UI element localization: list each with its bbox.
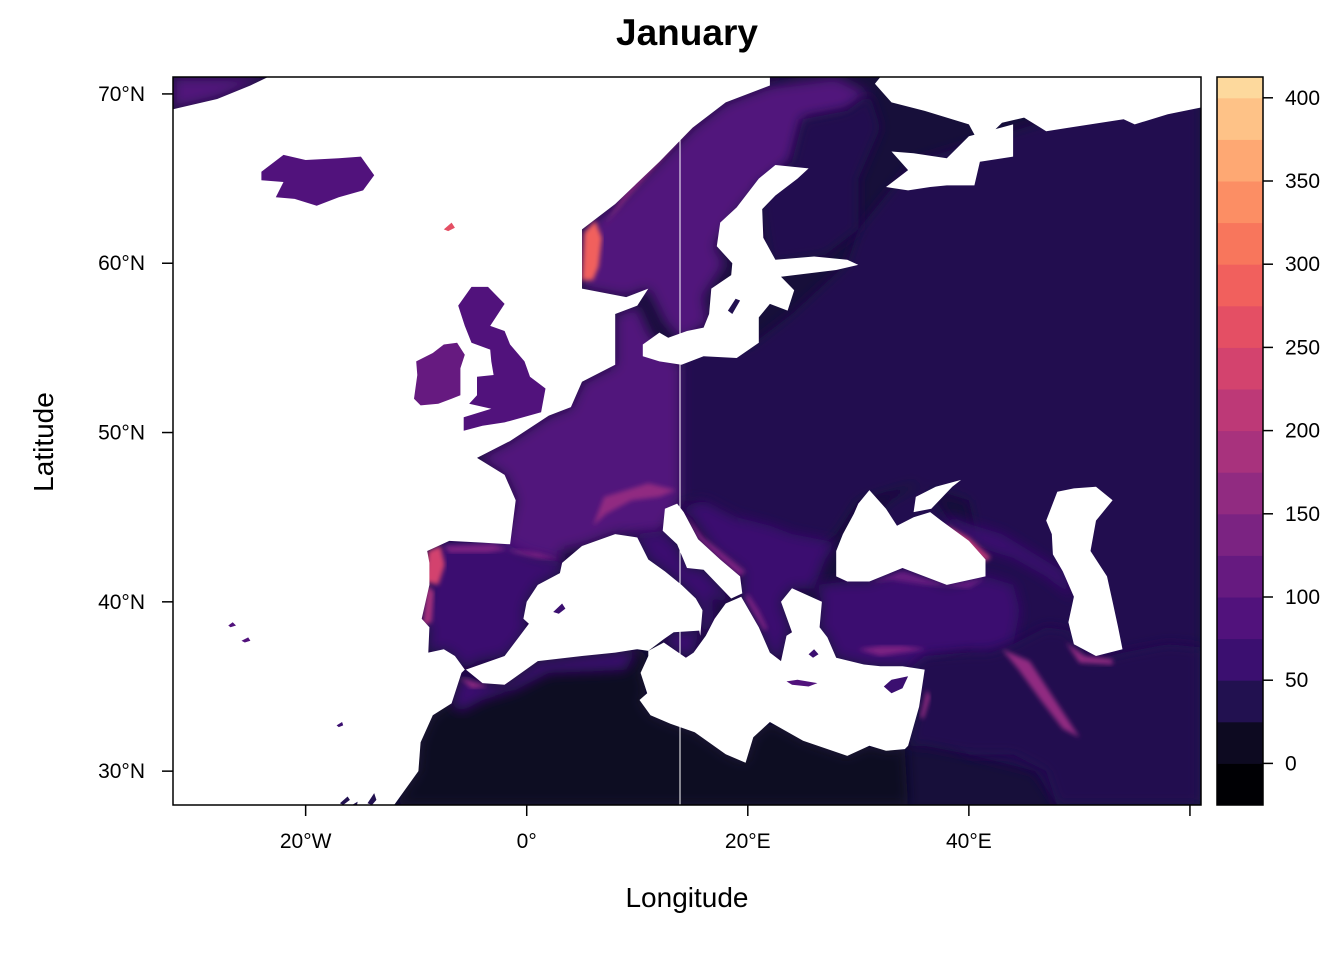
colorbar-bin: [1217, 181, 1263, 224]
colorbar-bin: [1217, 430, 1263, 473]
y-tick-label: 30°N: [98, 760, 145, 783]
y-tick-label: 50°N: [98, 422, 145, 445]
hotspot-atlas-rif: [460, 678, 488, 689]
hotspot-zagros: [1002, 649, 1080, 738]
region-scandinavia: [582, 77, 870, 342]
sea-caspian-sea: [1046, 486, 1123, 656]
x-tick-label: 0°: [517, 830, 537, 853]
sea-baltic-sea: [642, 165, 859, 365]
island-great-britain-island: [458, 286, 546, 431]
colorbar-bin: [1217, 513, 1263, 556]
colorbar-tick-label: 250: [1285, 336, 1320, 359]
sea-layer: [173, 77, 1201, 805]
island-layer: [228, 154, 909, 805]
sea-atlantic: [173, 77, 770, 805]
region-finland-karelia: [758, 93, 881, 264]
y-tick-label: 70°N: [98, 83, 145, 106]
island-aegean-islands: [808, 649, 819, 658]
sea-sea-of-azov: [913, 479, 962, 513]
colorbar-tick-label: 350: [1285, 170, 1320, 193]
colorbar-bin: [1217, 721, 1263, 764]
colorbar-bin: [1217, 305, 1263, 348]
x-axis: 20°W 0° 20°E 40°E: [280, 805, 1191, 853]
colorbar-bin: [1217, 389, 1263, 432]
island-crete: [786, 679, 818, 687]
colorbar-bin: [1217, 139, 1263, 182]
colorbar-bin: [1217, 77, 1263, 99]
colorbar: 0 50 100 150 200 250 300 350 400: [1216, 76, 1320, 806]
island-azores-1: [228, 622, 236, 628]
sea-mediterranean-east: [639, 588, 925, 763]
x-tick-label: 20°W: [280, 830, 332, 853]
x-axis-label: Longitude: [625, 882, 749, 913]
sea-barents-coast: [874, 77, 1201, 145]
region-italy: [615, 530, 732, 636]
hotspot-dinaric-alps: [683, 512, 746, 577]
hotspot-portugal-coast: [422, 584, 434, 626]
colorbar-frame: [1216, 76, 1264, 806]
island-canaries-1: [339, 796, 350, 805]
region-balkans: [677, 500, 837, 662]
region-anatolia: [816, 568, 1020, 670]
y-axis: 30°N 40°N 50°N 60°N 70°N: [98, 83, 173, 783]
colorbar-tick-label: 300: [1285, 253, 1320, 276]
island-azores-2: [241, 637, 251, 643]
island-balearics: [553, 603, 566, 614]
island-ireland-island: [414, 342, 465, 406]
hotspot-taurus: [858, 645, 927, 656]
x-tick-label: 40°E: [946, 830, 992, 853]
map-title: January: [616, 12, 758, 53]
island-canaries-2: [352, 801, 358, 805]
y-tick-label: 40°N: [98, 591, 145, 614]
colorbar-tick-label: 100: [1285, 586, 1320, 609]
island-cyprus: [883, 676, 909, 694]
region-greenland-edge: [173, 77, 269, 110]
hotspot-pindus: [745, 593, 768, 631]
island-madeira: [336, 722, 344, 728]
colorbar-bin: [1217, 472, 1263, 515]
colorbar-bin: [1217, 680, 1263, 723]
colorbar-bin: [1217, 222, 1263, 265]
hotspot-galicia: [425, 546, 445, 585]
colorbar-bin: [1217, 347, 1263, 390]
colorbar-bin: [1217, 264, 1263, 307]
colorbar-bin: [1217, 97, 1263, 140]
colorbar-tick-label: 50: [1285, 669, 1308, 692]
region-north-africa: [394, 649, 909, 805]
y-tick-label: 60°N: [98, 252, 145, 275]
colorbar-tick-label: 150: [1285, 503, 1320, 526]
hotspot-elburz: [1066, 642, 1113, 665]
colorbar-bin: [1217, 763, 1263, 806]
hotspot-lebanon-mountains: [920, 689, 931, 719]
island-gotland: [727, 298, 741, 314]
colorbar-bin: [1217, 638, 1263, 681]
region-caucasus: [941, 517, 1074, 599]
colorbar-tick-label: 400: [1285, 87, 1320, 110]
hotspot-norway-west-coast: [582, 220, 602, 281]
region-atlas-mountains: [451, 649, 638, 712]
hotspot-pyrenees: [506, 549, 560, 560]
region-sicily: [663, 630, 700, 658]
plot-frame: [172, 76, 1202, 806]
sea-adriatic: [662, 503, 743, 599]
island-iceland-island: [261, 154, 375, 206]
colorbar-bin: [1217, 597, 1263, 640]
x-tick-label: 20°E: [725, 830, 771, 853]
hotspot-pontic-mountains: [869, 571, 986, 589]
island-canaries-3: [367, 793, 377, 805]
sea-mediterranean-west: [465, 534, 703, 685]
colorbar-bin: [1217, 555, 1263, 598]
sea-black-sea: [836, 490, 986, 585]
region-iberia: [421, 540, 563, 670]
colorbar-tick-label: 0: [1285, 752, 1297, 775]
hotspot-alps: [593, 483, 676, 526]
island-faroe-islands: [443, 222, 455, 232]
hotspot-cantabria: [443, 544, 507, 553]
colorbar-tick-label: 200: [1285, 420, 1320, 443]
